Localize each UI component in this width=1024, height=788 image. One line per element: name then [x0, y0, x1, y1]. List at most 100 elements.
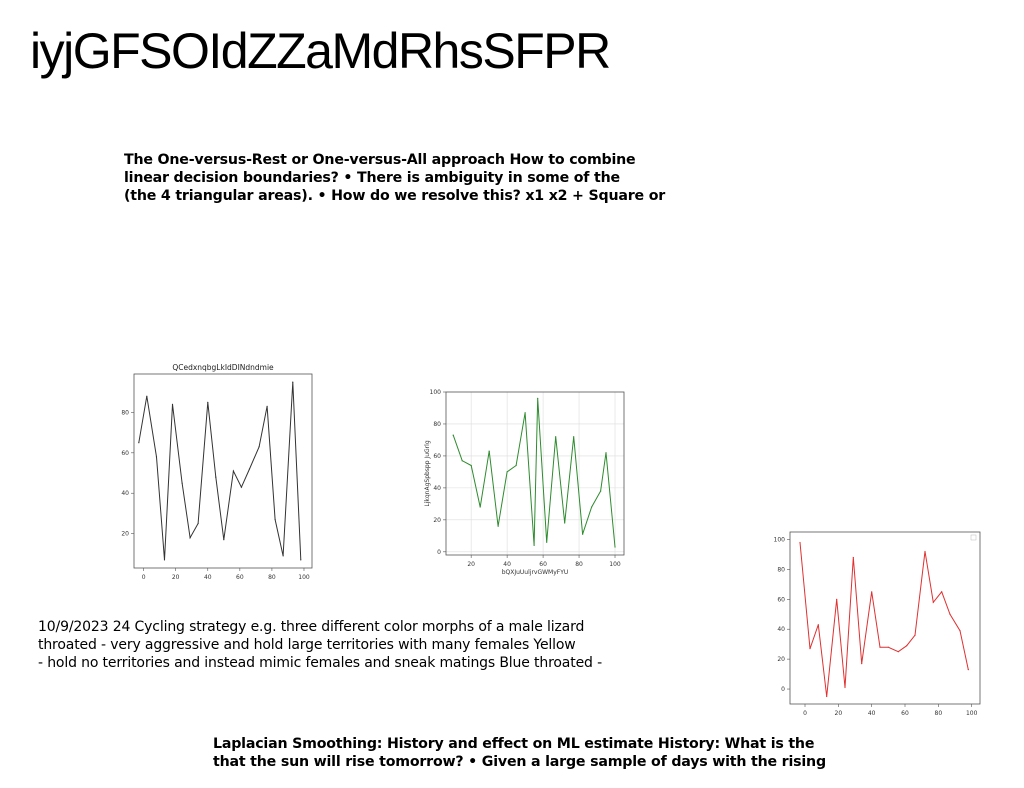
y-tick-label: 80: [777, 566, 785, 573]
y-tick-label: 0: [781, 686, 785, 693]
data-point: [959, 630, 961, 632]
data-point: [266, 405, 268, 407]
data-point: [240, 486, 243, 488]
y-tick-label: 100: [774, 536, 786, 543]
plot-frame: [133, 373, 313, 569]
y-axis-label: LjkqnAgSpbspp JuGrlg: [424, 440, 431, 506]
line-chart-red: 0 20 40 60 80 100 0 20 40 60 80 100: [774, 531, 981, 717]
y-tick-label: 60: [121, 450, 129, 457]
data-point: [591, 506, 593, 508]
data-point: [555, 436, 557, 438]
x-tick-label: 60: [236, 574, 244, 581]
data-point: [207, 401, 209, 403]
y-tick-label: 20: [777, 656, 785, 663]
x-tick-label: 20: [467, 561, 475, 568]
data-point: [223, 539, 225, 541]
data-point: [932, 601, 934, 603]
y-tick-label: 40: [777, 626, 785, 633]
y-tick-label: 80: [121, 409, 129, 416]
data-point: [871, 591, 873, 593]
x-tick-label: 100: [609, 561, 621, 568]
y-tick-label: 40: [121, 490, 129, 497]
y-tick-label: 0: [437, 549, 441, 556]
data-point: [826, 695, 828, 698]
data-point: [967, 669, 969, 671]
text-line: - hold no territories and instead mimic …: [38, 655, 602, 671]
x-tick-label: 80: [268, 574, 276, 581]
data-point: [248, 468, 251, 470]
data-point: [879, 646, 881, 648]
x-tick-label: 40: [204, 574, 212, 581]
y-tick-label: 60: [777, 596, 785, 603]
slide-text-middle: 10/9/2023 24 Cycling strategy e.g. three…: [38, 618, 602, 672]
data-point: [470, 464, 472, 467]
x-tick-label: 80: [575, 561, 583, 568]
data-point: [171, 403, 174, 405]
data-point: [564, 522, 566, 524]
data-point: [852, 556, 854, 559]
data-point: [914, 634, 916, 636]
x-tick-label: 40: [868, 710, 876, 717]
legend-box: [970, 534, 977, 541]
data-point: [906, 645, 908, 647]
plot-frame: [445, 391, 625, 556]
data-point: [155, 456, 158, 458]
data-point: [799, 541, 801, 544]
y-tick-label: 40: [433, 485, 441, 492]
data-point: [215, 476, 217, 478]
data-point: [146, 395, 148, 397]
data-point: [189, 537, 191, 539]
y-tick-label: 20: [433, 517, 441, 524]
x-tick-label: 60: [901, 710, 909, 717]
data-point: [506, 471, 508, 473]
y-tick-label: 100: [430, 389, 442, 396]
data-point: [524, 412, 526, 414]
text-line: throated - very aggressive and hold larg…: [38, 637, 576, 653]
text-line: linear decision boundaries? • There is a…: [124, 170, 620, 186]
data-point: [232, 470, 235, 472]
data-point: [479, 506, 481, 508]
data-point: [546, 541, 548, 543]
y-tick-label: 80: [433, 421, 441, 428]
data-point: [163, 559, 166, 561]
data-point: [582, 533, 584, 535]
data-point: [924, 550, 926, 553]
text-line: 10/9/2023 24 Cycling strategy e.g. three…: [38, 619, 585, 635]
x-tick-label: 0: [142, 574, 146, 581]
data-point: [258, 446, 260, 448]
y-tick-label: 20: [121, 531, 129, 538]
plot-frame: [789, 531, 981, 705]
text-line: The One-versus-Rest or One-versus-All ap…: [124, 152, 636, 168]
text-line: that the sun will rise tomorrow? • Given…: [213, 754, 826, 770]
data-point: [605, 452, 607, 454]
x-tick-label: 100: [298, 574, 310, 581]
series-line: [452, 398, 616, 548]
x-tick-label: 20: [172, 574, 180, 581]
data-point: [887, 646, 889, 648]
data-point: [282, 555, 284, 557]
line-chart-green: 20 40 60 80 100 0 20 40 60 80 100 bQXJuUuljrvGWMyFY…: [424, 389, 625, 576]
x-tick-label: 100: [966, 710, 978, 717]
data-point: [941, 591, 943, 593]
x-axis-label: bQXJuUuljrvGWMyFYU: [502, 569, 569, 576]
line-chart-black: 0 20 40 60 80 100 20 40 60 80 QCedxnqbgLkIdDINdndm…: [121, 363, 313, 581]
series-line: [799, 542, 969, 697]
chart-title: QCedxnqbgLkIdDINdndmie: [172, 363, 274, 372]
data-point: [817, 624, 819, 626]
data-point: [809, 648, 811, 650]
data-point: [461, 460, 463, 462]
data-point: [533, 544, 535, 547]
slide-text-bottom: Laplacian Smoothing: History and effect …: [213, 735, 826, 771]
data-point: [861, 663, 863, 665]
slide-text-top: The One-versus-Rest or One-versus-All ap…: [124, 151, 665, 205]
y-tick-label: 60: [433, 453, 441, 460]
data-point: [600, 490, 602, 492]
x-tick-label: 60: [539, 561, 547, 568]
data-point: [197, 522, 199, 525]
data-point: [949, 613, 951, 615]
x-tick-label: 20: [835, 710, 843, 717]
data-point: [292, 381, 294, 383]
data-point: [573, 436, 575, 438]
data-point: [300, 559, 302, 561]
data-point: [488, 450, 490, 452]
